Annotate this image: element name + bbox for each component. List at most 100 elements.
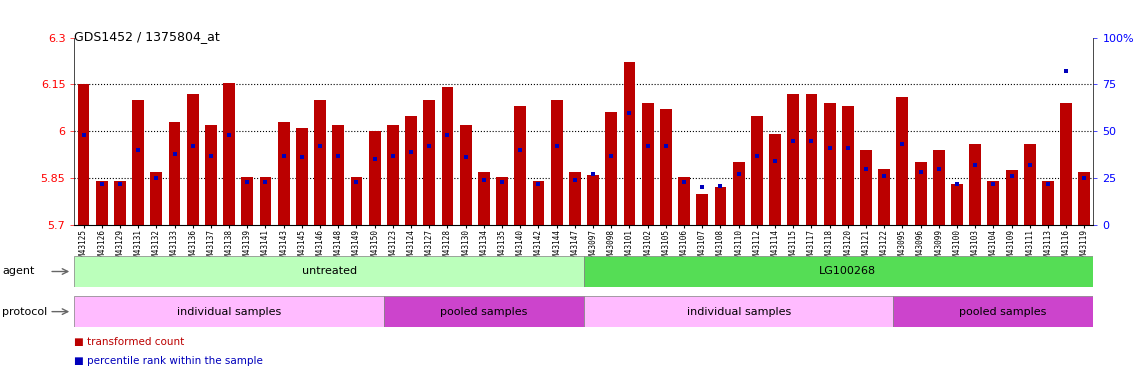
Text: pooled samples: pooled samples bbox=[440, 307, 528, 316]
Bar bbox=[205, 125, 216, 225]
Bar bbox=[168, 122, 181, 225]
Point bbox=[693, 184, 711, 190]
Point bbox=[821, 145, 839, 151]
Point bbox=[1075, 175, 1093, 181]
Bar bbox=[878, 169, 890, 225]
Bar bbox=[74, 296, 384, 327]
Text: pooled samples: pooled samples bbox=[958, 307, 1047, 316]
Point bbox=[293, 154, 311, 160]
Bar bbox=[350, 177, 363, 225]
Bar bbox=[332, 125, 345, 225]
Bar bbox=[424, 100, 435, 225]
Point bbox=[256, 179, 275, 185]
Bar bbox=[714, 188, 726, 225]
Point bbox=[856, 166, 875, 172]
Point bbox=[111, 181, 129, 187]
Bar bbox=[788, 94, 799, 225]
Text: ■ transformed count: ■ transformed count bbox=[74, 337, 184, 347]
Bar bbox=[751, 116, 763, 225]
Text: GDS1452 / 1375804_at: GDS1452 / 1375804_at bbox=[74, 30, 220, 43]
Bar bbox=[587, 175, 599, 225]
Point bbox=[748, 153, 766, 159]
Point bbox=[1020, 162, 1039, 168]
Bar bbox=[114, 181, 126, 225]
Point bbox=[584, 171, 602, 177]
Bar bbox=[187, 94, 198, 225]
Bar bbox=[150, 172, 163, 225]
Point bbox=[402, 149, 420, 155]
Bar bbox=[314, 100, 326, 225]
Bar bbox=[78, 84, 89, 225]
Point bbox=[492, 179, 511, 185]
Point bbox=[74, 132, 93, 138]
Bar bbox=[842, 106, 854, 225]
Bar bbox=[242, 177, 253, 225]
Point bbox=[875, 173, 893, 179]
Bar bbox=[733, 162, 744, 225]
Bar bbox=[569, 172, 581, 225]
Bar bbox=[584, 256, 1112, 287]
Bar bbox=[442, 87, 453, 225]
Point bbox=[784, 138, 803, 144]
Point bbox=[766, 158, 784, 164]
Point bbox=[621, 110, 639, 116]
Bar bbox=[496, 177, 508, 225]
Point bbox=[384, 153, 402, 159]
Text: individual samples: individual samples bbox=[687, 307, 791, 316]
Bar bbox=[132, 100, 144, 225]
Bar bbox=[624, 63, 635, 225]
Point bbox=[93, 181, 111, 187]
Point bbox=[202, 153, 220, 159]
Bar bbox=[769, 134, 781, 225]
Point bbox=[547, 143, 566, 149]
Point bbox=[566, 177, 584, 183]
Point bbox=[129, 147, 148, 153]
Bar bbox=[897, 97, 908, 225]
Bar bbox=[260, 177, 271, 225]
Point bbox=[275, 153, 293, 159]
Bar bbox=[584, 296, 893, 327]
Bar bbox=[606, 112, 617, 225]
Point bbox=[529, 181, 547, 187]
Point bbox=[148, 175, 166, 181]
Bar bbox=[1042, 181, 1053, 225]
Point bbox=[711, 183, 729, 189]
Bar bbox=[74, 256, 584, 287]
Point bbox=[365, 156, 384, 162]
Bar bbox=[823, 103, 836, 225]
Point bbox=[347, 179, 365, 185]
Point bbox=[457, 154, 475, 160]
Point bbox=[183, 143, 202, 149]
Text: ■ percentile rank within the sample: ■ percentile rank within the sample bbox=[74, 356, 263, 366]
Point bbox=[1039, 181, 1057, 187]
Point bbox=[966, 162, 985, 168]
Point bbox=[657, 143, 676, 149]
Bar bbox=[405, 116, 417, 225]
Point bbox=[729, 171, 748, 177]
Bar bbox=[696, 194, 708, 225]
Point bbox=[311, 143, 330, 149]
Text: LG100268: LG100268 bbox=[820, 267, 876, 276]
Point bbox=[511, 147, 529, 153]
Point bbox=[220, 132, 238, 138]
Point bbox=[1002, 173, 1020, 179]
Point bbox=[838, 145, 856, 151]
Point bbox=[985, 181, 1003, 187]
Point bbox=[165, 151, 183, 157]
Text: individual samples: individual samples bbox=[177, 307, 282, 316]
Bar bbox=[223, 83, 235, 225]
Point bbox=[674, 179, 693, 185]
Bar bbox=[96, 181, 108, 225]
Text: protocol: protocol bbox=[2, 307, 48, 316]
Point bbox=[475, 177, 493, 183]
Bar bbox=[1005, 170, 1018, 225]
Point bbox=[602, 153, 621, 159]
Point bbox=[803, 138, 821, 144]
Bar bbox=[860, 150, 872, 225]
Bar bbox=[387, 125, 398, 225]
Bar bbox=[951, 184, 963, 225]
Bar bbox=[933, 150, 945, 225]
Point bbox=[420, 143, 439, 149]
Bar bbox=[369, 131, 380, 225]
Point bbox=[911, 170, 930, 176]
